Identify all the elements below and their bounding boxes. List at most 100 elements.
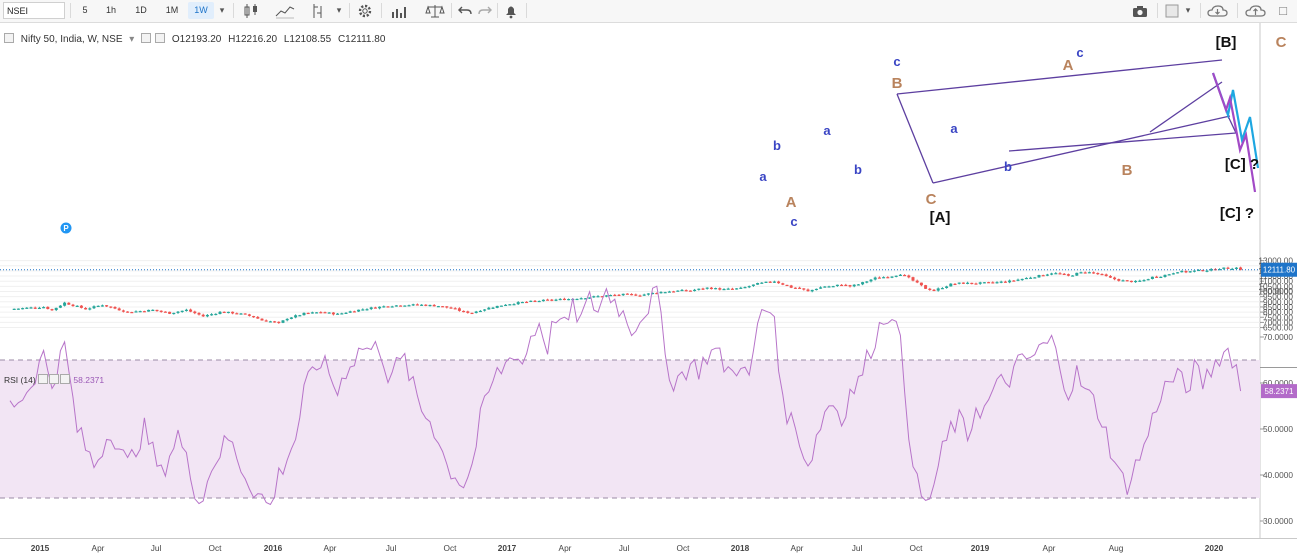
candle-body bbox=[588, 297, 592, 299]
rsi-value-label: 58.2371 bbox=[1265, 387, 1294, 396]
legend-eye-icon[interactable] bbox=[141, 33, 152, 43]
symbol-search-input[interactable]: NSEI bbox=[3, 2, 65, 19]
cloud-load-icon[interactable] bbox=[1206, 3, 1230, 19]
legend-settings-icon[interactable] bbox=[155, 33, 166, 43]
candle-body bbox=[924, 285, 928, 289]
candle-body bbox=[705, 287, 709, 289]
toolbar-separator bbox=[451, 3, 452, 18]
candle-body bbox=[1239, 267, 1243, 270]
candle-body bbox=[382, 306, 386, 308]
candle-body bbox=[369, 307, 373, 310]
candle-body bbox=[117, 308, 121, 311]
candle-body bbox=[1167, 274, 1171, 276]
candle-body bbox=[697, 288, 701, 290]
interval-5m-button[interactable]: 5 bbox=[82, 5, 88, 15]
candle-body bbox=[999, 281, 1003, 283]
candle-body bbox=[1192, 270, 1196, 272]
financials-scale-icon[interactable] bbox=[425, 3, 445, 19]
undo-icon[interactable] bbox=[457, 3, 473, 19]
candle-body bbox=[306, 312, 310, 315]
candle-body bbox=[478, 310, 482, 313]
rsi-close-icon[interactable] bbox=[60, 374, 71, 384]
gear-icon[interactable] bbox=[357, 3, 373, 19]
candle-body bbox=[1045, 274, 1049, 276]
interval-1m-button[interactable]: 1M bbox=[165, 5, 179, 15]
candle-body bbox=[642, 294, 646, 296]
rsi-tick-label: 80.0000 bbox=[1263, 286, 1293, 296]
candle-body bbox=[331, 312, 335, 315]
layout-dropdown-icon[interactable]: ▾ bbox=[1185, 5, 1191, 15]
candle-body bbox=[302, 312, 306, 316]
price-chart[interactable]: 13000.0012500.0012000.0011500.0011000.00… bbox=[0, 23, 1297, 555]
interval-1d-button[interactable]: 1D bbox=[135, 5, 147, 15]
indicators-icon[interactable] bbox=[391, 3, 411, 19]
candle-body bbox=[558, 298, 562, 301]
candle-body bbox=[1138, 280, 1142, 282]
wave-label: [C] ? bbox=[1225, 156, 1259, 173]
time-tick-label: Oct bbox=[444, 543, 458, 553]
legend-open: O12193.20 bbox=[171, 34, 222, 45]
candle-body bbox=[357, 309, 361, 312]
rsi-eye-icon[interactable] bbox=[38, 374, 49, 384]
candle-body bbox=[562, 298, 566, 301]
time-tick-label: 2020 bbox=[1205, 543, 1224, 553]
color-swatch-icon[interactable] bbox=[1164, 3, 1180, 19]
candle-body bbox=[25, 307, 29, 309]
candle-body bbox=[1205, 270, 1209, 272]
interval-1h-button[interactable]: 1h bbox=[105, 5, 116, 15]
redo-icon[interactable] bbox=[477, 3, 493, 19]
candle-body bbox=[378, 306, 382, 309]
candle-body bbox=[667, 291, 671, 293]
cloud-save-icon[interactable] bbox=[1244, 3, 1268, 19]
candle-body bbox=[1163, 274, 1167, 277]
candle-body bbox=[1033, 277, 1037, 279]
price-axis[interactable]: 13000.0012500.0012000.0011500.0011000.00… bbox=[1258, 256, 1297, 333]
alert-icon[interactable] bbox=[503, 3, 519, 19]
candle-body bbox=[252, 316, 256, 318]
compare-icon[interactable] bbox=[309, 3, 327, 19]
candle-body bbox=[869, 279, 873, 282]
candle-body bbox=[756, 282, 760, 285]
candle-body bbox=[768, 281, 772, 283]
chart-legend: Nifty 50, India, W, NSE ▾ O12193.20 H122… bbox=[4, 33, 389, 45]
candle-body bbox=[1150, 276, 1154, 280]
candle-body bbox=[684, 290, 688, 292]
candle-body bbox=[1075, 272, 1079, 276]
candle-body bbox=[785, 284, 789, 287]
more-options-icon[interactable]: □ bbox=[1279, 3, 1287, 18]
candle-body bbox=[604, 295, 608, 297]
price-tick-label: 9500.00 bbox=[1263, 292, 1293, 302]
price-tick-label: 9000.00 bbox=[1263, 297, 1293, 307]
pivot-marker: P bbox=[60, 222, 72, 234]
candle-body bbox=[709, 287, 713, 290]
projection-blue bbox=[1211, 72, 1260, 169]
interval-1w-button[interactable]: 1W bbox=[188, 2, 214, 19]
candle-body bbox=[903, 274, 907, 277]
candle-body bbox=[1029, 277, 1033, 279]
chart-type-dropdown-icon[interactable]: ▾ bbox=[336, 5, 342, 15]
candle-body bbox=[121, 310, 125, 312]
rsi-settings-icon[interactable] bbox=[49, 374, 60, 384]
price-tick-label: 10000.00 bbox=[1258, 287, 1293, 297]
candle-body bbox=[680, 289, 684, 292]
legend-toggle-icon[interactable] bbox=[4, 33, 14, 43]
candle-body bbox=[1058, 273, 1062, 275]
candle-body bbox=[205, 314, 209, 317]
time-axis[interactable]: 2015 Apr Jul Oct 2016 Apr Jul Oct 2017 Apr Jul Oct 2… bbox=[31, 543, 1224, 553]
interval-dropdown-icon[interactable]: ▾ bbox=[219, 5, 225, 15]
candle-body bbox=[415, 304, 419, 306]
rsi-axis[interactable]: 80.0000 70.0000 60.0000 50.0000 40.0000 30.00… bbox=[1260, 286, 1297, 526]
candle-body bbox=[1104, 274, 1108, 277]
candle-body bbox=[474, 311, 478, 314]
candles-chart-type-icon[interactable] bbox=[242, 3, 260, 19]
candle-body bbox=[105, 305, 109, 307]
candle-body bbox=[898, 274, 902, 276]
candle-body bbox=[932, 289, 936, 292]
legend-dropdown-icon[interactable]: ▾ bbox=[129, 34, 135, 45]
channel-line bbox=[932, 115, 1231, 184]
candle-body bbox=[130, 312, 134, 314]
camera-icon[interactable] bbox=[1131, 3, 1149, 19]
candle-body bbox=[764, 281, 768, 283]
line-chart-type-icon[interactable] bbox=[275, 3, 295, 19]
toolbar-separator bbox=[233, 3, 234, 18]
